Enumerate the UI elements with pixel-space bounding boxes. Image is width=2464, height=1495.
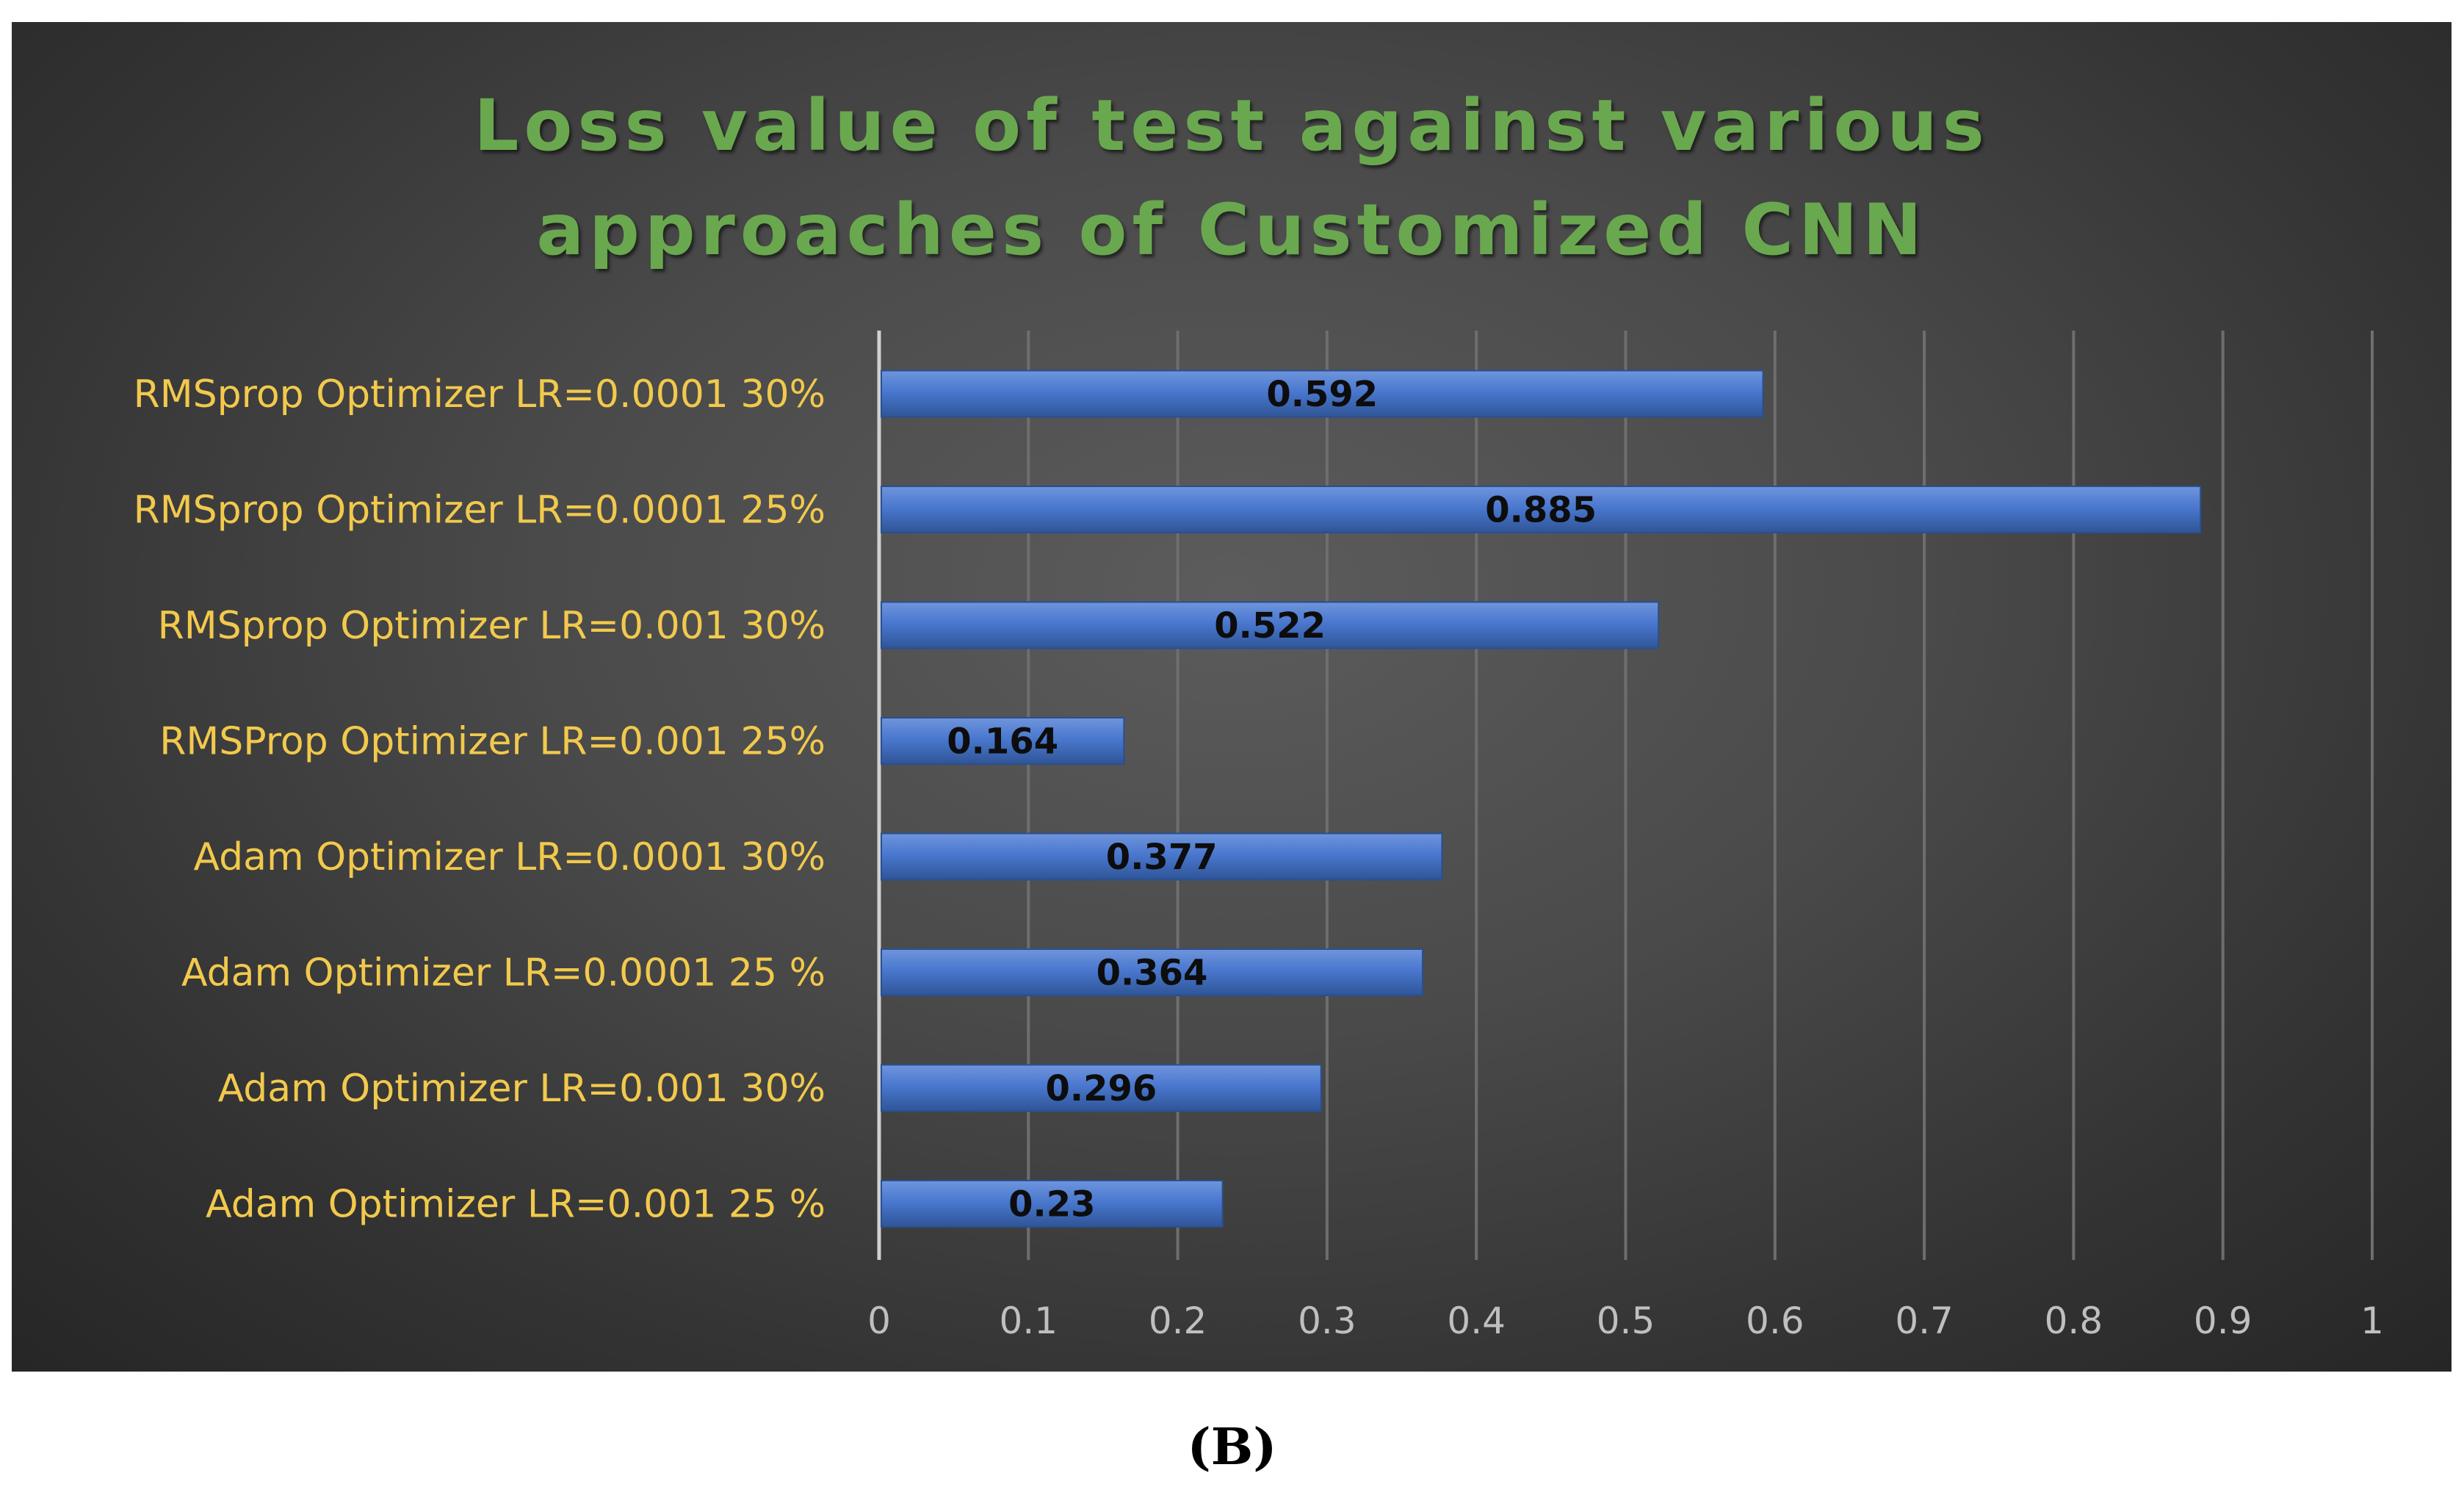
bar (881, 486, 2202, 533)
bar-value-label: 0.592 (1266, 374, 1378, 415)
x-tick-label: 0.2 (1149, 1300, 1207, 1342)
x-tick-label: 0.3 (1298, 1300, 1356, 1342)
chart-title-line-1: Loss value of test against various (474, 84, 1990, 167)
category-label: RMSprop Optimizer LR=0.0001 30% (134, 372, 825, 417)
category-label: Adam Optimizer LR=0.0001 25 % (181, 951, 825, 995)
chart-area: Loss value of test against various appro… (12, 22, 2452, 1372)
x-tick-label: 0.9 (2194, 1300, 2252, 1342)
category-label: Adam Optimizer LR=0.001 30% (218, 1067, 825, 1111)
bar-value-label: 0.23 (1008, 1184, 1095, 1225)
category-label: RMSprop Optimizer LR=0.0001 25% (134, 489, 825, 533)
bar-value-label: 0.164 (947, 721, 1058, 763)
bar-value-label: 0.364 (1096, 953, 1208, 994)
category-label: RMSProp Optimizer LR=0.001 25% (159, 720, 825, 764)
x-tick-label: 1 (2360, 1300, 2384, 1342)
x-tick-label: 0.8 (2045, 1300, 2103, 1342)
category-label: Adam Optimizer LR=0.001 25 % (206, 1183, 825, 1227)
bar-value-label: 0.296 (1045, 1068, 1157, 1109)
bar (881, 832, 1443, 881)
bar (881, 717, 1125, 765)
x-tick-label: 0.5 (1597, 1300, 1655, 1342)
chart-plot: 0 0.1 0.2 0.3 0.4 0.5 0.6 0.7 0.8 0.9 1 0.592 RMSpro… (134, 331, 2384, 1342)
bar (881, 948, 1424, 996)
chart-title-line-2: approaches of Customized CNN (536, 189, 1927, 271)
bar (881, 601, 1660, 649)
bar-value-label: 0.377 (1106, 837, 1218, 878)
x-tick-label: 0.6 (1746, 1300, 1804, 1342)
bar (881, 1180, 1224, 1228)
x-tick-label: 0 (867, 1300, 891, 1342)
category-label: RMSprop Optimizer LR=0.001 30% (158, 604, 825, 648)
x-tick-label: 0.4 (1447, 1300, 1506, 1342)
bar (881, 1064, 1322, 1112)
chart-title: Loss value of test against various appro… (12, 73, 2452, 282)
bar-value-label: 0.885 (1485, 490, 1597, 531)
bar-value-label: 0.522 (1214, 605, 1326, 646)
x-tick-label: 0.1 (1000, 1300, 1058, 1342)
x-tick-label: 0.7 (1895, 1300, 1954, 1342)
bar (881, 370, 1764, 418)
category-label: Adam Optimizer LR=0.0001 30% (193, 835, 825, 879)
panel-label: (B) (1187, 1418, 1277, 1477)
